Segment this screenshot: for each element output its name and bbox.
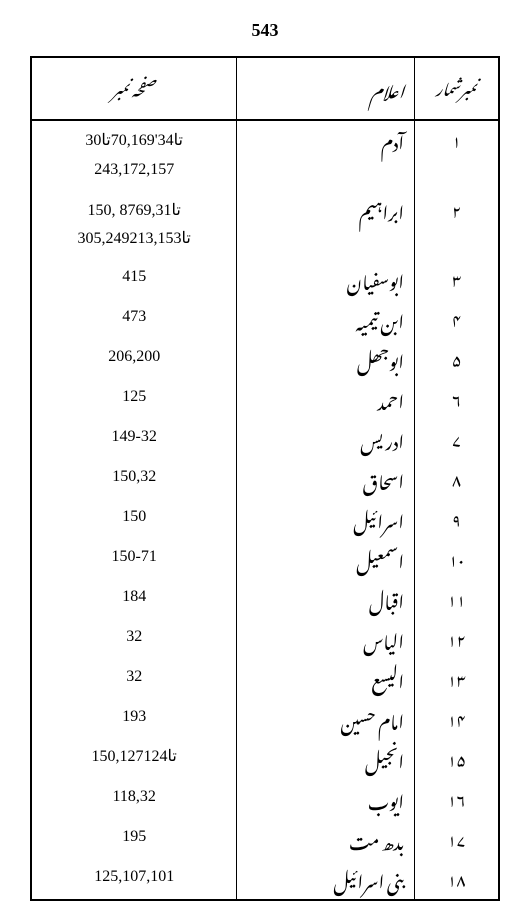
name-cell: ابراہیم	[237, 191, 415, 261]
header-serial: نمبرشمار	[415, 57, 499, 120]
serial-cell: ۸	[415, 460, 499, 500]
page-number: 543	[30, 20, 500, 41]
name-cell: ایوب	[237, 780, 415, 820]
serial-cell: ۹	[415, 500, 499, 540]
serial-cell: ۴	[415, 300, 499, 340]
name-cell: اسرائیل	[237, 500, 415, 540]
page-numbers-cell: 149-32	[31, 420, 237, 460]
serial-cell: ۱۵	[415, 740, 499, 780]
table-row: 32الیاس۱۲	[31, 620, 499, 660]
table-row: 193امام حسین۱۴	[31, 700, 499, 740]
page-numbers-cell: 150, 87تا69,31305,249تا213,153	[31, 191, 237, 261]
serial-cell: ۱	[415, 120, 499, 191]
serial-cell: ۱۳	[415, 660, 499, 700]
table-row: 150اسرائیل۹	[31, 500, 499, 540]
page-numbers-cell: 206,200	[31, 340, 237, 380]
serial-cell: ۱۴	[415, 700, 499, 740]
serial-cell: ۱۶	[415, 780, 499, 820]
table-row: 150,127تا124انجیل۱۵	[31, 740, 499, 780]
page-numbers-cell: 415	[31, 260, 237, 300]
table-row: 150,32اسحاق۸	[31, 460, 499, 500]
serial-cell: ۷	[415, 420, 499, 460]
table-row: 195بدھ مت۱۷	[31, 820, 499, 860]
serial-cell: ۱۱	[415, 580, 499, 620]
table-row: 149-32ادریس۷	[31, 420, 499, 460]
name-cell: اسمعیل	[237, 540, 415, 580]
table-row: 118,32ایوب۱۶	[31, 780, 499, 820]
table-row: 30تا34'70,169تا243,172,157آدم۱	[31, 120, 499, 191]
table-row: 150-71اسمعیل۱۰	[31, 540, 499, 580]
page-numbers-cell: 193	[31, 700, 237, 740]
page-numbers-cell: 150,127تا124	[31, 740, 237, 780]
page-numbers-cell: 184	[31, 580, 237, 620]
table-row: 206,200ابوجھل۵	[31, 340, 499, 380]
name-cell: بنی اسرائیل	[237, 860, 415, 900]
name-cell: آدم	[237, 120, 415, 191]
table-row: 125,107,101بنی اسرائیل۱۸	[31, 860, 499, 900]
name-cell: ابوجھل	[237, 340, 415, 380]
table-body: 30تا34'70,169تا243,172,157آدم۱150, 87تا6…	[31, 120, 499, 900]
table-row: 184اقبال۱۱	[31, 580, 499, 620]
page-numbers-cell: 150	[31, 500, 237, 540]
table-row: 415ابوسفیان۳	[31, 260, 499, 300]
name-cell: انجیل	[237, 740, 415, 780]
index-table: صفحہ نمبر اعلام نمبرشمار 30تا34'70,169تا…	[30, 56, 500, 901]
serial-cell: ۱۸	[415, 860, 499, 900]
serial-cell: ۵	[415, 340, 499, 380]
name-cell: ابوسفیان	[237, 260, 415, 300]
name-cell: بدھ مت	[237, 820, 415, 860]
page-numbers-cell: 125	[31, 380, 237, 420]
serial-cell: ۲	[415, 191, 499, 261]
page-numbers-cell: 195	[31, 820, 237, 860]
page-numbers-cell: 32	[31, 660, 237, 700]
serial-cell: ۱۰	[415, 540, 499, 580]
serial-cell: ۱۲	[415, 620, 499, 660]
table-row: 150, 87تا69,31305,249تا213,153ابراہیم۲	[31, 191, 499, 261]
table-row: 125احمد۶	[31, 380, 499, 420]
page-numbers-cell: 150,32	[31, 460, 237, 500]
page-numbers-cell: 32	[31, 620, 237, 660]
name-cell: الیاس	[237, 620, 415, 660]
name-cell: امام حسین	[237, 700, 415, 740]
page-numbers-cell: 125,107,101	[31, 860, 237, 900]
page-numbers-cell: 473	[31, 300, 237, 340]
header-row: صفحہ نمبر اعلام نمبرشمار	[31, 57, 499, 120]
name-cell: اقبال	[237, 580, 415, 620]
page-numbers-cell: 150-71	[31, 540, 237, 580]
name-cell: الیسع	[237, 660, 415, 700]
page-numbers-cell: 30تا34'70,169تا243,172,157	[31, 120, 237, 191]
table-row: 32الیسع۱۳	[31, 660, 499, 700]
name-cell: احمد	[237, 380, 415, 420]
table-row: 473ابن تیمیہ۴	[31, 300, 499, 340]
serial-cell: ۳	[415, 260, 499, 300]
name-cell: ادریس	[237, 420, 415, 460]
header-name: اعلام	[237, 57, 415, 120]
name-cell: اسحاق	[237, 460, 415, 500]
serial-cell: ۶	[415, 380, 499, 420]
header-page-number: صفحہ نمبر	[31, 57, 237, 120]
page-numbers-cell: 118,32	[31, 780, 237, 820]
name-cell: ابن تیمیہ	[237, 300, 415, 340]
serial-cell: ۱۷	[415, 820, 499, 860]
